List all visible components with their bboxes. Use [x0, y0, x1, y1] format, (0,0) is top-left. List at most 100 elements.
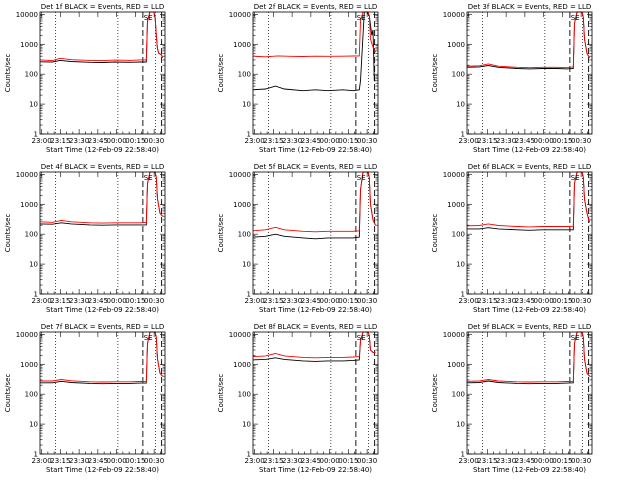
y-tick-label: 10000 — [443, 11, 465, 19]
se-annotation: SE — [571, 334, 580, 342]
x-axis-label: Start Time (12-Feb-09 22:58:40) — [473, 306, 586, 314]
x-tick-label: 23:15 — [477, 297, 497, 305]
x-tick-label: 23:45 — [88, 297, 108, 305]
lld-series-line — [252, 11, 376, 58]
x-axis-label: Start Time (12-Feb-09 22:58:40) — [46, 146, 159, 154]
se-annotation: SE — [357, 334, 366, 342]
x-tick-label: 00:30 — [571, 137, 591, 145]
x-tick-label: 23:30 — [69, 457, 89, 465]
detector-panel: Det 4f BLACK = Events, RED = LLD Counts/s… — [4, 163, 166, 314]
x-tick-label: 23:00 — [459, 137, 479, 145]
x-tick-label: 23:30 — [496, 137, 516, 145]
lld-series-line — [466, 331, 590, 383]
x-tick-label: 23:15 — [50, 137, 70, 145]
plot-frame — [252, 331, 379, 455]
y-tick-label: 100 — [238, 391, 251, 399]
y-tick-label: 1000 — [233, 361, 251, 369]
x-tick-label: 00:00 — [534, 297, 554, 305]
x-tick-label: 00:00 — [320, 297, 340, 305]
y-tick-label: 100 — [25, 391, 38, 399]
x-tick-label: 00:30 — [144, 457, 164, 465]
y-tick-label: 1000 — [233, 41, 251, 49]
x-tick-label: 00:00 — [107, 137, 127, 145]
x-axis-label: Start Time (12-Feb-09 22:58:40) — [259, 146, 372, 154]
y-tick-label: 10000 — [16, 171, 38, 179]
y-tick-label: 10000 — [443, 171, 465, 179]
x-tick-label: 23:30 — [496, 297, 516, 305]
x-tick-label: 23:00 — [32, 297, 52, 305]
y-tick-label: 1000 — [447, 201, 465, 209]
plot-frame — [39, 331, 166, 455]
detector-panel: Det 5f BLACK = Events, RED = LLD Counts/s… — [217, 163, 379, 314]
plot-frame — [466, 11, 593, 135]
plot-frame — [252, 11, 379, 135]
x-tick-label: 00:15 — [552, 137, 572, 145]
y-tick-label: 1 — [247, 291, 251, 299]
x-tick-label: 00:15 — [125, 457, 145, 465]
y-axis-label: Counts/sec — [217, 374, 225, 413]
x-axis-label: Start Time (12-Feb-09 22:58:40) — [259, 466, 372, 474]
panel-title: Det 3f BLACK = Events, RED = LLD — [468, 3, 591, 11]
x-tick-label: 23:15 — [263, 137, 283, 145]
x-tick-label: 23:45 — [515, 137, 535, 145]
se-annotation: SE — [144, 334, 153, 342]
x-tick-label: 23:45 — [301, 297, 321, 305]
y-tick-label: 1 — [247, 451, 251, 459]
x-axis-label: Start Time (12-Feb-09 22:58:40) — [473, 466, 586, 474]
panel-title: Det 5f BLACK = Events, RED = LLD — [254, 163, 377, 171]
detector-panel: Det 2f BLACK = Events, RED = LLD Counts/s… — [217, 3, 379, 154]
x-axis-label: Start Time (12-Feb-09 22:58:40) — [46, 306, 159, 314]
x-tick-label: 23:45 — [515, 457, 535, 465]
se-annotation: SE — [144, 174, 153, 182]
x-tick-label: 00:00 — [534, 137, 554, 145]
x-tick-label: 23:00 — [32, 457, 52, 465]
y-tick-label: 1 — [34, 131, 38, 139]
y-tick-label: 1000 — [447, 41, 465, 49]
plot-frame — [39, 11, 166, 135]
x-tick-label: 23:30 — [69, 297, 89, 305]
x-tick-label: 00:15 — [552, 297, 572, 305]
x-tick-label: 00:15 — [338, 297, 358, 305]
y-tick-label: 10000 — [229, 331, 251, 339]
panel-title: Det 8f BLACK = Events, RED = LLD — [254, 323, 377, 331]
x-tick-label: 00:00 — [534, 457, 554, 465]
plot-frame — [466, 331, 593, 455]
lld-series-line — [466, 171, 590, 228]
y-tick-label: 100 — [25, 231, 38, 239]
x-tick-label: 23:00 — [32, 137, 52, 145]
x-axis-label: Start Time (12-Feb-09 22:58:40) — [259, 306, 372, 314]
x-tick-label: 23:30 — [69, 137, 89, 145]
y-tick-label: 10000 — [229, 11, 251, 19]
lld-series-line — [466, 11, 590, 69]
y-tick-label: 10 — [456, 261, 465, 269]
x-tick-label: 00:30 — [144, 297, 164, 305]
x-tick-label: 23:45 — [301, 137, 321, 145]
lld-series-line — [39, 11, 163, 62]
y-tick-label: 10 — [29, 421, 38, 429]
y-axis-label: Counts/sec — [431, 214, 439, 253]
detector-panel: Det 9f BLACK = Events, RED = LLD Counts/s… — [431, 323, 593, 474]
x-tick-label: 23:45 — [515, 297, 535, 305]
x-tick-label: 23:00 — [459, 297, 479, 305]
x-tick-label: 00:15 — [338, 457, 358, 465]
y-tick-label: 1 — [461, 451, 465, 459]
y-axis-label: Counts/sec — [217, 54, 225, 93]
y-tick-label: 1000 — [20, 361, 38, 369]
x-tick-label: 00:30 — [571, 457, 591, 465]
se-annotation: SE — [571, 14, 580, 22]
panel-title: Det 7f BLACK = Events, RED = LLD — [41, 323, 164, 331]
y-tick-label: 1000 — [20, 201, 38, 209]
x-tick-label: 23:15 — [263, 457, 283, 465]
y-axis-label: Counts/sec — [217, 214, 225, 253]
x-tick-label: 23:15 — [50, 457, 70, 465]
x-tick-label: 23:00 — [459, 457, 479, 465]
lld-series-line — [39, 171, 163, 224]
x-tick-label: 00:15 — [338, 137, 358, 145]
y-tick-label: 10000 — [443, 331, 465, 339]
y-tick-label: 100 — [452, 391, 465, 399]
y-tick-label: 10 — [242, 101, 251, 109]
y-axis-label: Counts/sec — [431, 374, 439, 413]
y-axis-label: Counts/sec — [4, 214, 12, 253]
